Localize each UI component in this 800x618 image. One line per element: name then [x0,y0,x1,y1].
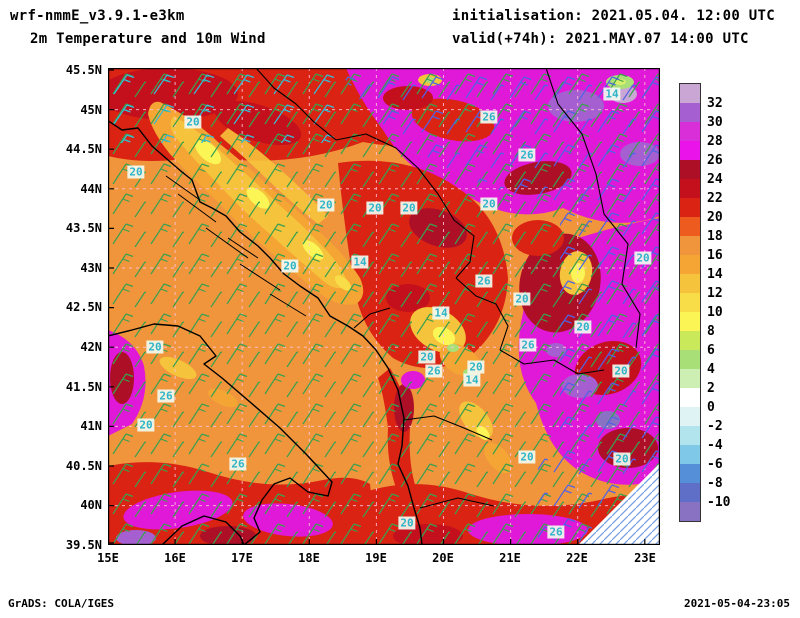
colorbar-segment: 12 [680,274,723,301]
colorbar-segment: 10 [680,293,723,320]
lat-tick-label: 44N [80,182,102,196]
colorbar-segment: -2 [680,407,723,434]
colorbar-tick-label: 0 [707,400,715,415]
coastline [103,117,423,546]
colorbar-tick-label: 22 [707,191,723,206]
lon-tick-label: 17E [231,551,253,565]
model-title: wrf-nmmE_v3.9.1-e3km [10,8,185,24]
lat-tick-label: 45N [80,103,102,117]
wind-barbs-blue-east [560,198,660,458]
colorbar-tick-label: 14 [707,267,723,282]
colorbar-tick-label: 28 [707,134,723,149]
colorbar-tick-label: 24 [707,172,723,187]
colorbar-tick-label: -4 [707,438,723,453]
colorbar-tick-label: 8 [707,324,715,339]
colorbar-segment: 18 [680,217,723,244]
grads-credit: GrADS: COLA/IGES [8,597,114,610]
colorbar-segment: 30 [680,103,723,130]
hatch-region [578,463,660,545]
colorbar-segment: 16 [680,236,723,263]
lon-tick-label: 22E [566,551,588,565]
lon-tick-label: 23E [634,551,656,565]
colorbar-segment: -10 [680,483,730,510]
temperature-colorbar: 32 30 28 26 24 22 20 [679,83,730,522]
colorbar-tick-label: 16 [707,248,723,263]
lon-tick-label: 18E [298,551,320,565]
plot-subtitle: 2m Temperature and 10m Wind [30,31,266,47]
colorbar-tick-label: -8 [707,476,723,491]
colorbar-segment: 8 [680,312,715,339]
country-borders [255,67,641,509]
colorbar-tick-label: -2 [707,419,723,434]
map-canvas [98,67,660,548]
colorbar-tick-label: 10 [707,305,723,320]
colorbar-tick-label: 26 [707,153,723,168]
colorbar-segment: 2 [680,369,715,396]
colorbar-segment: 6 [680,331,715,358]
colorbar-tick-label: 4 [707,362,715,377]
colorbar-segment: 14 [680,255,723,282]
lat-tick-label: 40N [80,498,102,512]
map-plot-area [98,67,660,548]
colorbar-tick-label: 12 [707,286,723,301]
lat-tick-label: 45.5N [65,63,102,77]
colorbar-tick-label: -10 [707,495,731,510]
colorbar-tick-label: 20 [707,210,723,225]
lat-tick-label: 41.5N [65,380,102,394]
wind-barbs-blue-north [338,68,660,204]
colorbar-segment: 28 [680,122,723,149]
wind-barbs-cyan-northwest [108,68,338,143]
colorbar-tick-label: -6 [707,457,723,472]
lon-tick-label: 16E [164,551,186,565]
colorbar-segment: 22 [680,179,723,206]
colorbar-tick-label: 30 [707,115,723,130]
colorbar-segment: 32 [680,84,723,111]
colorbar-segment: -4 [680,426,723,453]
colorbar-tick-label: 18 [707,229,723,244]
colorbar-tick-label: 32 [707,96,723,111]
lat-tick-label: 43N [80,261,102,275]
croatian-islands [165,175,307,317]
lon-tick-label: 19E [365,551,387,565]
colorbar-segment: 20 [680,198,723,225]
lat-tick-label: 43.5N [65,221,102,235]
lon-tick-label: 15E [97,551,119,565]
lat-tick-label: 42N [80,340,102,354]
colorbar-segment: 4 [680,350,715,377]
colorbar-segment: -6 [680,445,723,472]
creation-timestamp: 2021-05-04-23:05 [684,597,790,610]
plot-frame [108,68,660,545]
lat-tick-label: 42.5N [65,300,102,314]
lat-tick-label: 41N [80,419,102,433]
lon-tick-label: 20E [432,551,454,565]
colorbar-segment [680,502,700,521]
lon-tick-label: 21E [499,551,521,565]
init-time: initialisation: 2021.05.04. 12:00 UTC [452,8,775,24]
colorbar-segment: 24 [680,160,723,187]
colorbar-tick-label: 6 [707,343,715,358]
colorbar-segment: 26 [680,141,723,168]
lat-tick-label: 44.5N [65,142,102,156]
colorbar-tick-label: 2 [707,381,715,396]
colorbar-segment: -8 [680,464,723,491]
valid-time: valid(+74h): 2021.MAY.07 14:00 UTC [452,31,749,47]
lat-tick-label: 39.5N [65,538,102,552]
lat-tick-label: 40.5N [65,459,102,473]
colorbar-segment: 0 [680,388,715,415]
